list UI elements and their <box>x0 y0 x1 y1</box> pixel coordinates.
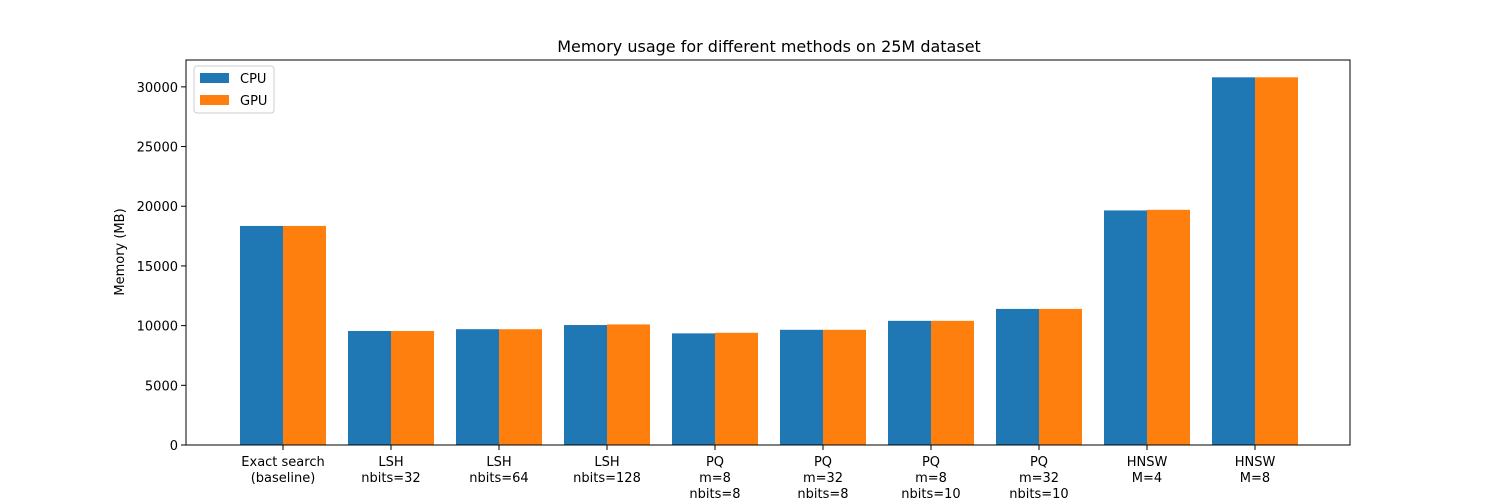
bar-cpu-4 <box>672 333 715 445</box>
x-tick-label: PQ <box>1030 455 1048 470</box>
legend-label-gpu: GPU <box>240 94 267 109</box>
legend-swatch-cpu <box>200 73 229 83</box>
y-tick-label: 0 <box>170 439 178 454</box>
x-tick-label: LSH <box>594 455 619 470</box>
bar-cpu-0 <box>240 225 283 445</box>
y-tick-label: 5000 <box>145 379 178 394</box>
bar-gpu-7 <box>1039 308 1082 445</box>
x-tick-label: LSH <box>378 455 403 470</box>
x-tick-label: m=32 <box>803 471 843 486</box>
x-tick-label: nbits=10 <box>901 487 960 500</box>
bar-cpu-5 <box>780 329 823 445</box>
bar-cpu-2 <box>456 329 499 445</box>
legend-swatch-gpu <box>200 95 229 105</box>
x-tick-label: LSH <box>486 455 511 470</box>
x-tick-label: nbits=8 <box>797 487 848 500</box>
x-tick-label: M=8 <box>1240 471 1270 486</box>
y-tick-label: 25000 <box>137 141 178 156</box>
x-tick-label: m=8 <box>915 471 947 486</box>
bars-layer <box>240 77 1298 446</box>
bar-gpu-4 <box>715 332 758 445</box>
chart-title: Memory usage for different methods on 25… <box>557 37 981 56</box>
bar-cpu-9 <box>1212 77 1255 446</box>
bar-cpu-6 <box>888 320 931 445</box>
x-axis: Exact search(baseline)LSHnbits=32LSHnbit… <box>241 445 1275 500</box>
bar-gpu-2 <box>499 329 542 445</box>
x-tick-label: nbits=32 <box>361 471 420 486</box>
x-tick-label: nbits=10 <box>1009 487 1068 500</box>
x-tick-label: PQ <box>814 455 832 470</box>
x-tick-label: (baseline) <box>251 471 316 486</box>
x-tick-label: m=32 <box>1019 471 1059 486</box>
bar-gpu-0 <box>283 225 326 445</box>
plot-frame <box>185 59 1351 446</box>
bar-gpu-9 <box>1255 77 1298 446</box>
x-tick-label: PQ <box>706 455 724 470</box>
y-tick-label: 30000 <box>137 81 178 96</box>
bar-cpu-7 <box>996 308 1039 445</box>
x-tick-label: m=8 <box>699 471 731 486</box>
y-tick-label: 20000 <box>137 200 178 215</box>
x-tick-label: HNSW <box>1127 455 1168 470</box>
bar-cpu-8 <box>1104 210 1147 445</box>
bar-gpu-1 <box>391 330 434 445</box>
x-tick-label: Exact search <box>241 455 324 470</box>
legend: CPU GPU <box>193 65 275 114</box>
x-tick-label: nbits=8 <box>689 487 740 500</box>
x-tick-label: PQ <box>922 455 940 470</box>
bar-gpu-3 <box>607 324 650 445</box>
y-tick-label: 10000 <box>137 320 178 335</box>
y-axis-label: Memory (MB) <box>113 208 128 295</box>
y-tick-label: 15000 <box>137 260 178 275</box>
bar-cpu-1 <box>348 330 391 445</box>
legend-label-cpu: CPU <box>240 72 266 87</box>
x-tick-label: HNSW <box>1235 455 1276 470</box>
x-tick-label: nbits=64 <box>469 471 528 486</box>
bar-gpu-8 <box>1147 209 1190 445</box>
x-tick-label: M=4 <box>1132 471 1162 486</box>
bar-gpu-6 <box>931 320 974 445</box>
y-axis: 0 5000 10000 15000 20000 25000 30000 <box>137 81 186 454</box>
bar-cpu-3 <box>564 325 607 445</box>
bar-gpu-5 <box>823 329 866 445</box>
x-tick-label: nbits=128 <box>573 471 641 486</box>
